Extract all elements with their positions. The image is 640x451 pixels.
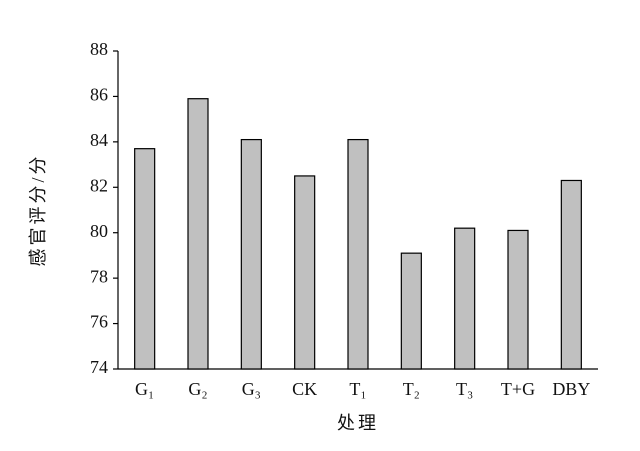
x-tick-label: DBY [552, 379, 590, 399]
y-tick-label: 74 [90, 357, 108, 377]
y-axis-label: 感官评分/分 [28, 153, 48, 266]
bar [240, 138, 262, 370]
bar [560, 179, 582, 370]
y-tick-label: 78 [90, 266, 108, 286]
x-tick-label: T₃ [456, 379, 473, 399]
y-tick-label: 88 [90, 39, 108, 59]
x-tick-label: G₂ [188, 379, 207, 399]
x-tick-label: T+G [501, 379, 535, 399]
y-tick-label: 82 [90, 175, 108, 195]
bar [507, 229, 529, 370]
bar [294, 175, 316, 370]
x-tick-label: G₃ [242, 379, 261, 399]
y-tick-label: 84 [90, 130, 108, 150]
y-tick-label: 86 [90, 85, 108, 105]
x-tick-label: T₁ [349, 379, 366, 399]
x-tick-label: G₁ [135, 379, 154, 399]
bar [187, 98, 209, 370]
x-tick-label: CK [292, 379, 317, 399]
bar [454, 227, 476, 370]
bar [400, 252, 422, 370]
bar [134, 148, 156, 370]
x-tick-label: T₂ [403, 379, 420, 399]
x-axis-label: 处理 [337, 413, 379, 433]
bar [347, 138, 369, 370]
y-tick-label: 76 [90, 312, 108, 332]
y-tick-label: 80 [90, 221, 108, 241]
